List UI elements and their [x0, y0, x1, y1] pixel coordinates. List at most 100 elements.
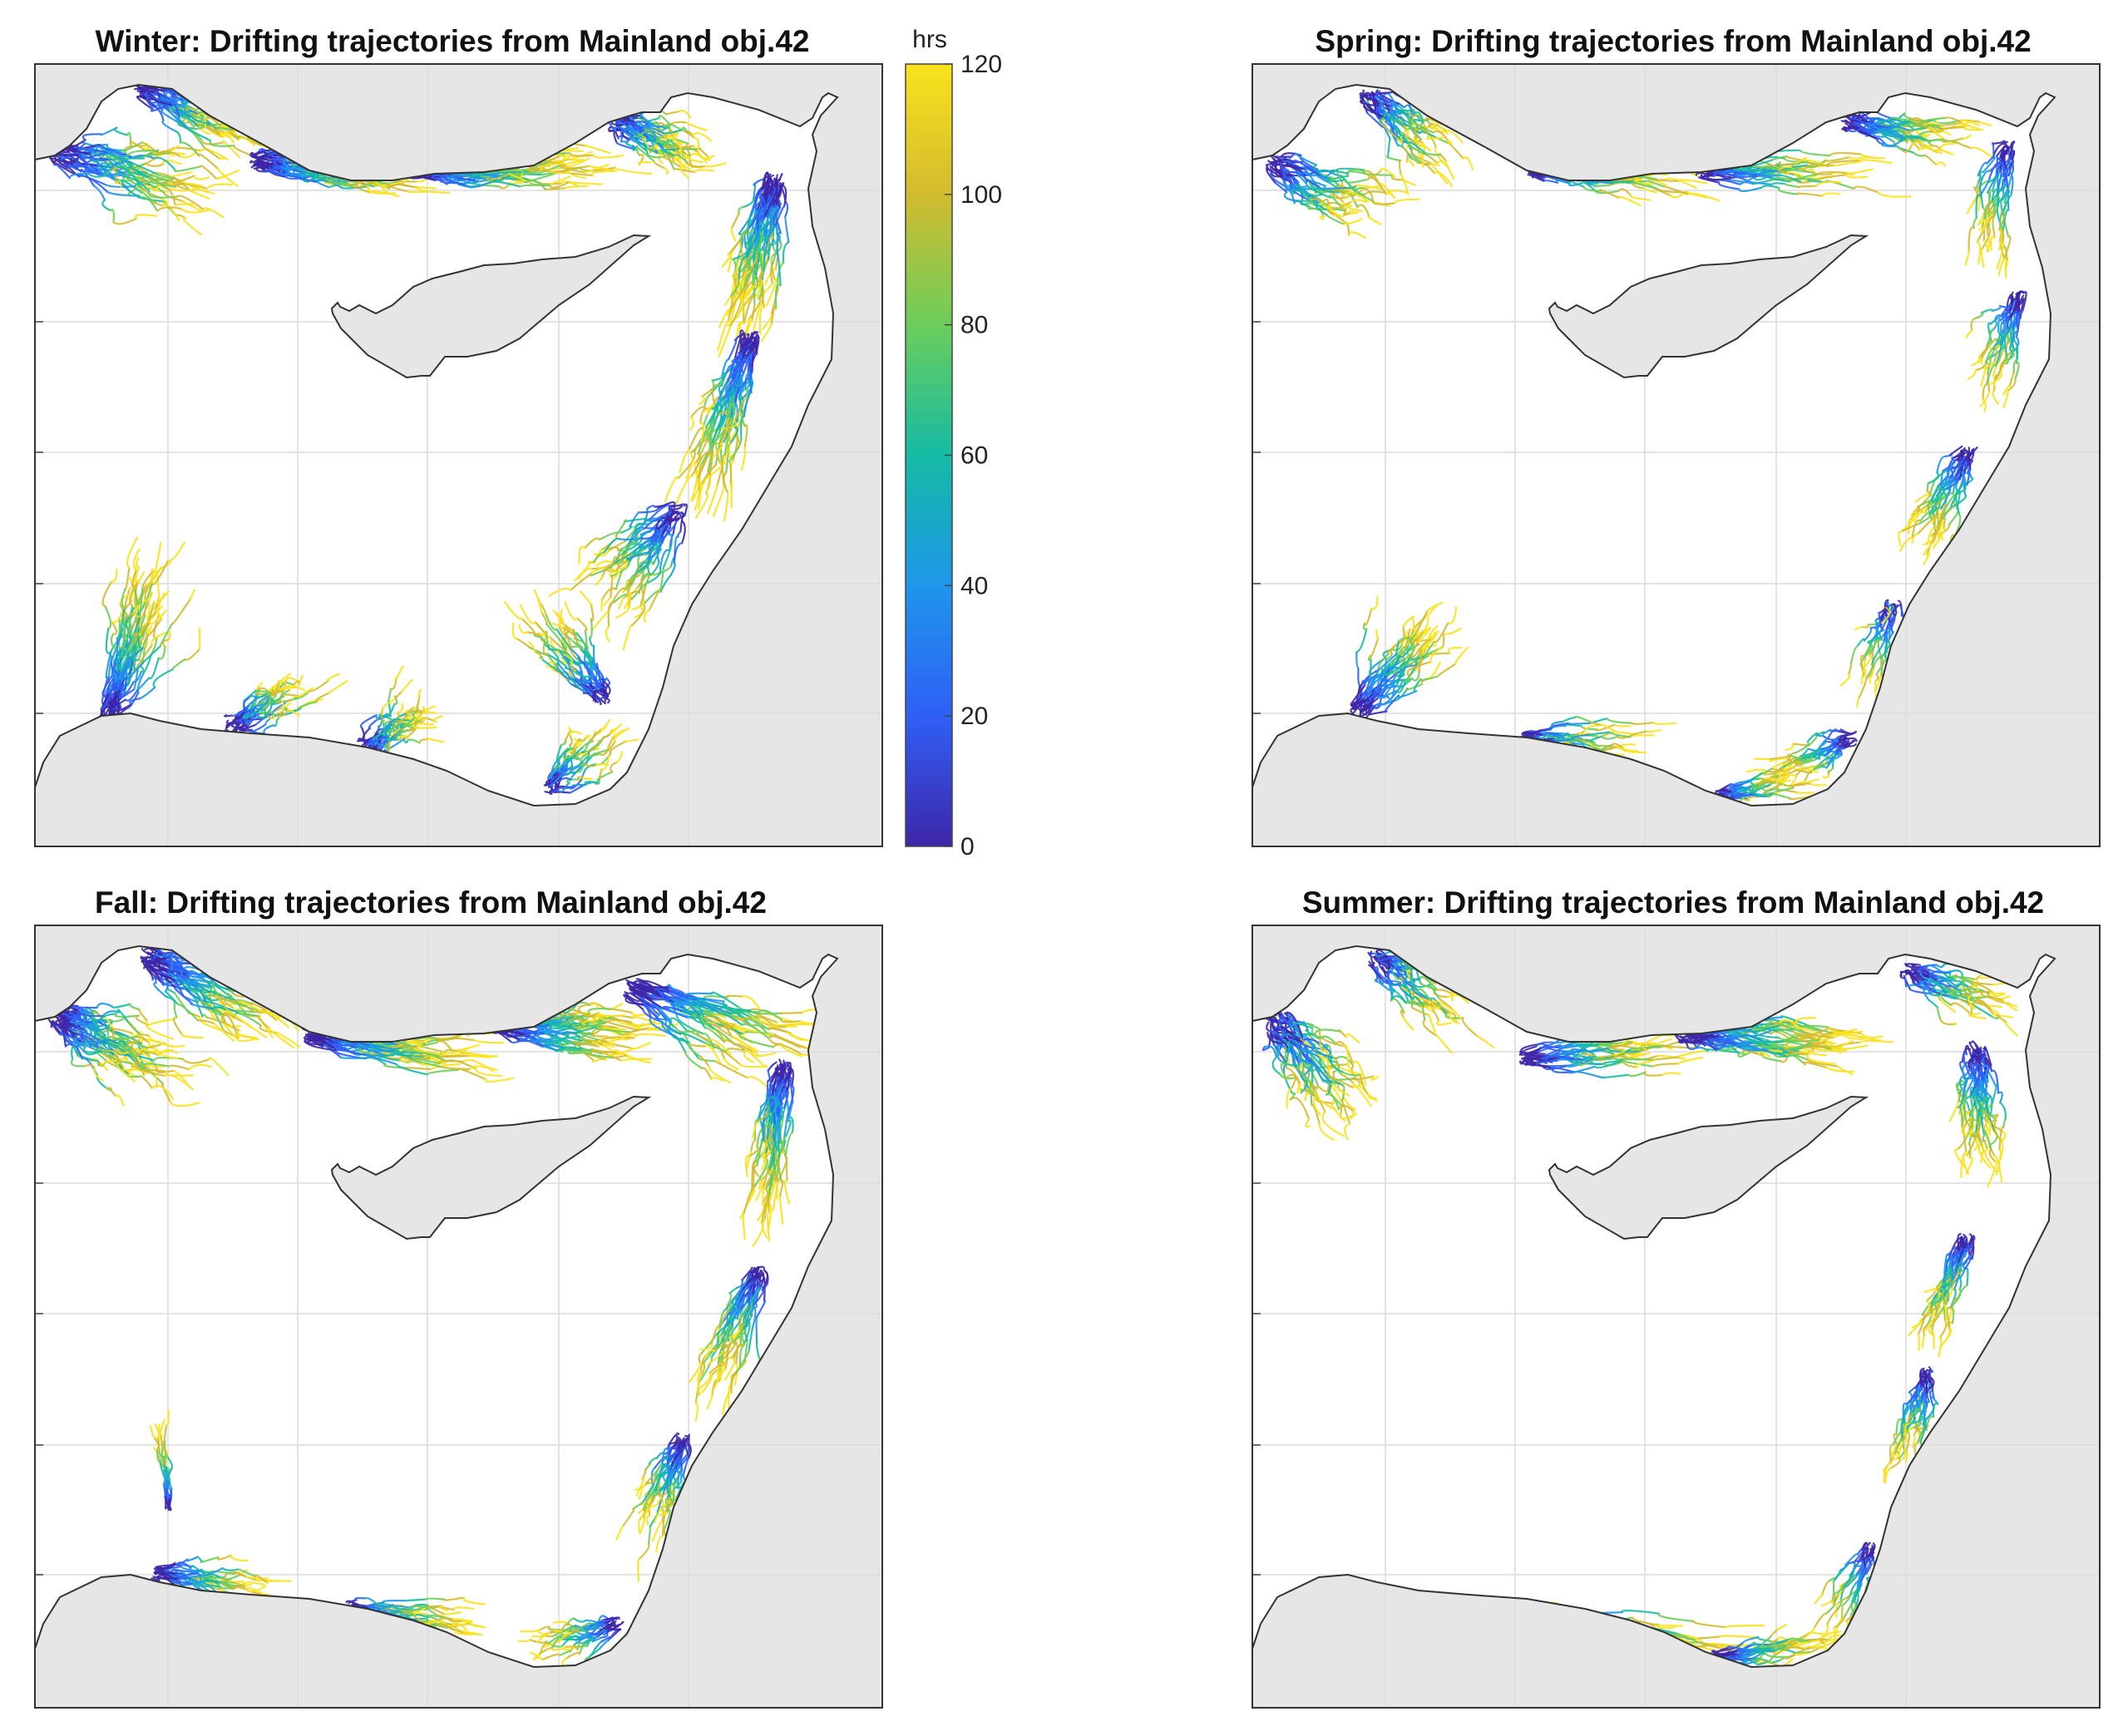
trajectory-segment — [121, 157, 146, 162]
trajectory-segment — [663, 167, 669, 175]
trajectory-segment — [1687, 192, 1721, 202]
trajectory-segment — [773, 205, 786, 229]
trajectory-segment — [593, 663, 605, 679]
trajectory-segment — [239, 136, 256, 146]
trajectory-segment — [1332, 170, 1350, 175]
trajectory-segment — [180, 208, 210, 214]
trajectory-segment — [1751, 167, 1768, 175]
trajectory-segment — [117, 1035, 140, 1041]
trajectory-segment — [1783, 183, 1800, 189]
trajectory-segment — [1868, 120, 1880, 126]
trajectory-segment — [1555, 180, 1571, 185]
trajectory-segment — [1970, 146, 1993, 159]
trajectory-segment — [1982, 398, 1987, 413]
trajectory-segment — [239, 718, 247, 732]
trajectory-segment — [119, 686, 122, 700]
trajectory-segment — [1355, 184, 1383, 190]
trajectory-segment — [2012, 149, 2014, 172]
trajectory-segment — [264, 712, 284, 726]
trajectory-segment — [139, 664, 145, 673]
trajectory-segment — [159, 92, 178, 104]
trajectory-segment — [1980, 367, 1988, 387]
trajectory-segment — [147, 575, 154, 604]
trajectory-segment — [248, 696, 259, 708]
trajectory-segment — [1839, 673, 1851, 687]
trajectory-segment — [1400, 116, 1413, 126]
trajectory-segment — [67, 165, 90, 170]
trajectory-segment — [267, 697, 276, 703]
trajectory-segment — [156, 206, 183, 212]
trajectory-segment — [639, 587, 646, 608]
trajectory-segment — [1922, 535, 1934, 546]
trajectory-segment — [689, 152, 708, 164]
trajectory-segment — [189, 588, 195, 600]
trajectory-segment — [1762, 767, 1773, 775]
trajectory-segment — [2002, 194, 2012, 213]
trajectory-segment — [1782, 779, 1791, 786]
trajectory-segment — [1394, 116, 1410, 127]
trajectory-segment — [1970, 317, 1977, 332]
trajectory-segment — [603, 537, 620, 554]
trajectory-segment — [112, 694, 119, 711]
trajectory-segment — [1354, 185, 1375, 203]
trajectory-segment — [116, 658, 129, 683]
trajectory-segment — [1959, 119, 1981, 126]
trajectory-segment — [603, 596, 612, 606]
trajectory-segment — [689, 417, 695, 431]
trajectory-segment — [1912, 151, 1926, 157]
trajectory-segment — [70, 1058, 86, 1068]
trajectory-segment — [662, 544, 673, 570]
trajectory-segment — [400, 678, 413, 693]
trajectory-segment — [1390, 174, 1405, 181]
trajectory-segment — [1394, 198, 1420, 205]
trajectory-segment — [647, 154, 664, 159]
trajectory-segment — [1347, 189, 1363, 197]
trajectory-segment — [1913, 121, 1923, 130]
trajectory-segment — [1917, 517, 1933, 535]
trajectory-segment — [126, 1044, 139, 1063]
trajectory-segment — [622, 624, 633, 651]
trajectory-segment — [774, 284, 782, 310]
trajectory-segment — [1717, 181, 1740, 190]
trajectory-segment — [1316, 185, 1348, 190]
trajectory-segment — [1370, 595, 1379, 610]
trajectory-segment — [282, 693, 301, 698]
trajectory-segment — [81, 1041, 108, 1045]
trajectory-segment — [1941, 137, 1964, 143]
trajectory-segment — [353, 181, 377, 189]
trajectory-segment — [141, 570, 155, 589]
trajectory-segment — [2007, 377, 2017, 392]
trajectory-segment — [126, 1038, 141, 1045]
trajectory-segment — [261, 699, 273, 705]
trajectory-segment — [1928, 126, 1939, 136]
trajectory-segment — [606, 587, 627, 614]
trajectory-segment — [1419, 121, 1434, 134]
trajectory-segment — [694, 493, 709, 519]
trajectory-segment — [565, 157, 590, 168]
trajectory-segment — [142, 1066, 165, 1085]
trajectory-segment — [1926, 527, 1936, 545]
trajectory-segment — [467, 181, 491, 189]
trajectory-segment — [1410, 669, 1421, 682]
sea-area — [35, 85, 837, 806]
trajectory-segment — [1785, 155, 1804, 161]
trajectory-segment — [1958, 459, 1966, 481]
trajectory-segment — [592, 551, 605, 564]
trajectory-segment — [694, 169, 715, 174]
trajectory-segment — [145, 1064, 165, 1068]
trajectory-segment — [1367, 215, 1382, 225]
trajectory-segment — [1909, 117, 1930, 130]
trajectory-segment — [136, 672, 145, 693]
trajectory-segment — [686, 161, 706, 168]
trajectory-segment — [1901, 136, 1925, 141]
trajectory-segment — [1953, 120, 1973, 128]
trajectory-segment — [1371, 683, 1385, 696]
trajectory-segment — [654, 144, 662, 154]
trajectory-segment — [1426, 135, 1444, 140]
trajectory-segment — [540, 603, 547, 615]
trajectory-segment — [1410, 633, 1417, 645]
trajectory-segment — [1990, 371, 2003, 385]
trajectory-segment — [621, 590, 640, 599]
trajectory-segment — [489, 180, 521, 188]
trajectory-segment — [188, 1063, 212, 1071]
